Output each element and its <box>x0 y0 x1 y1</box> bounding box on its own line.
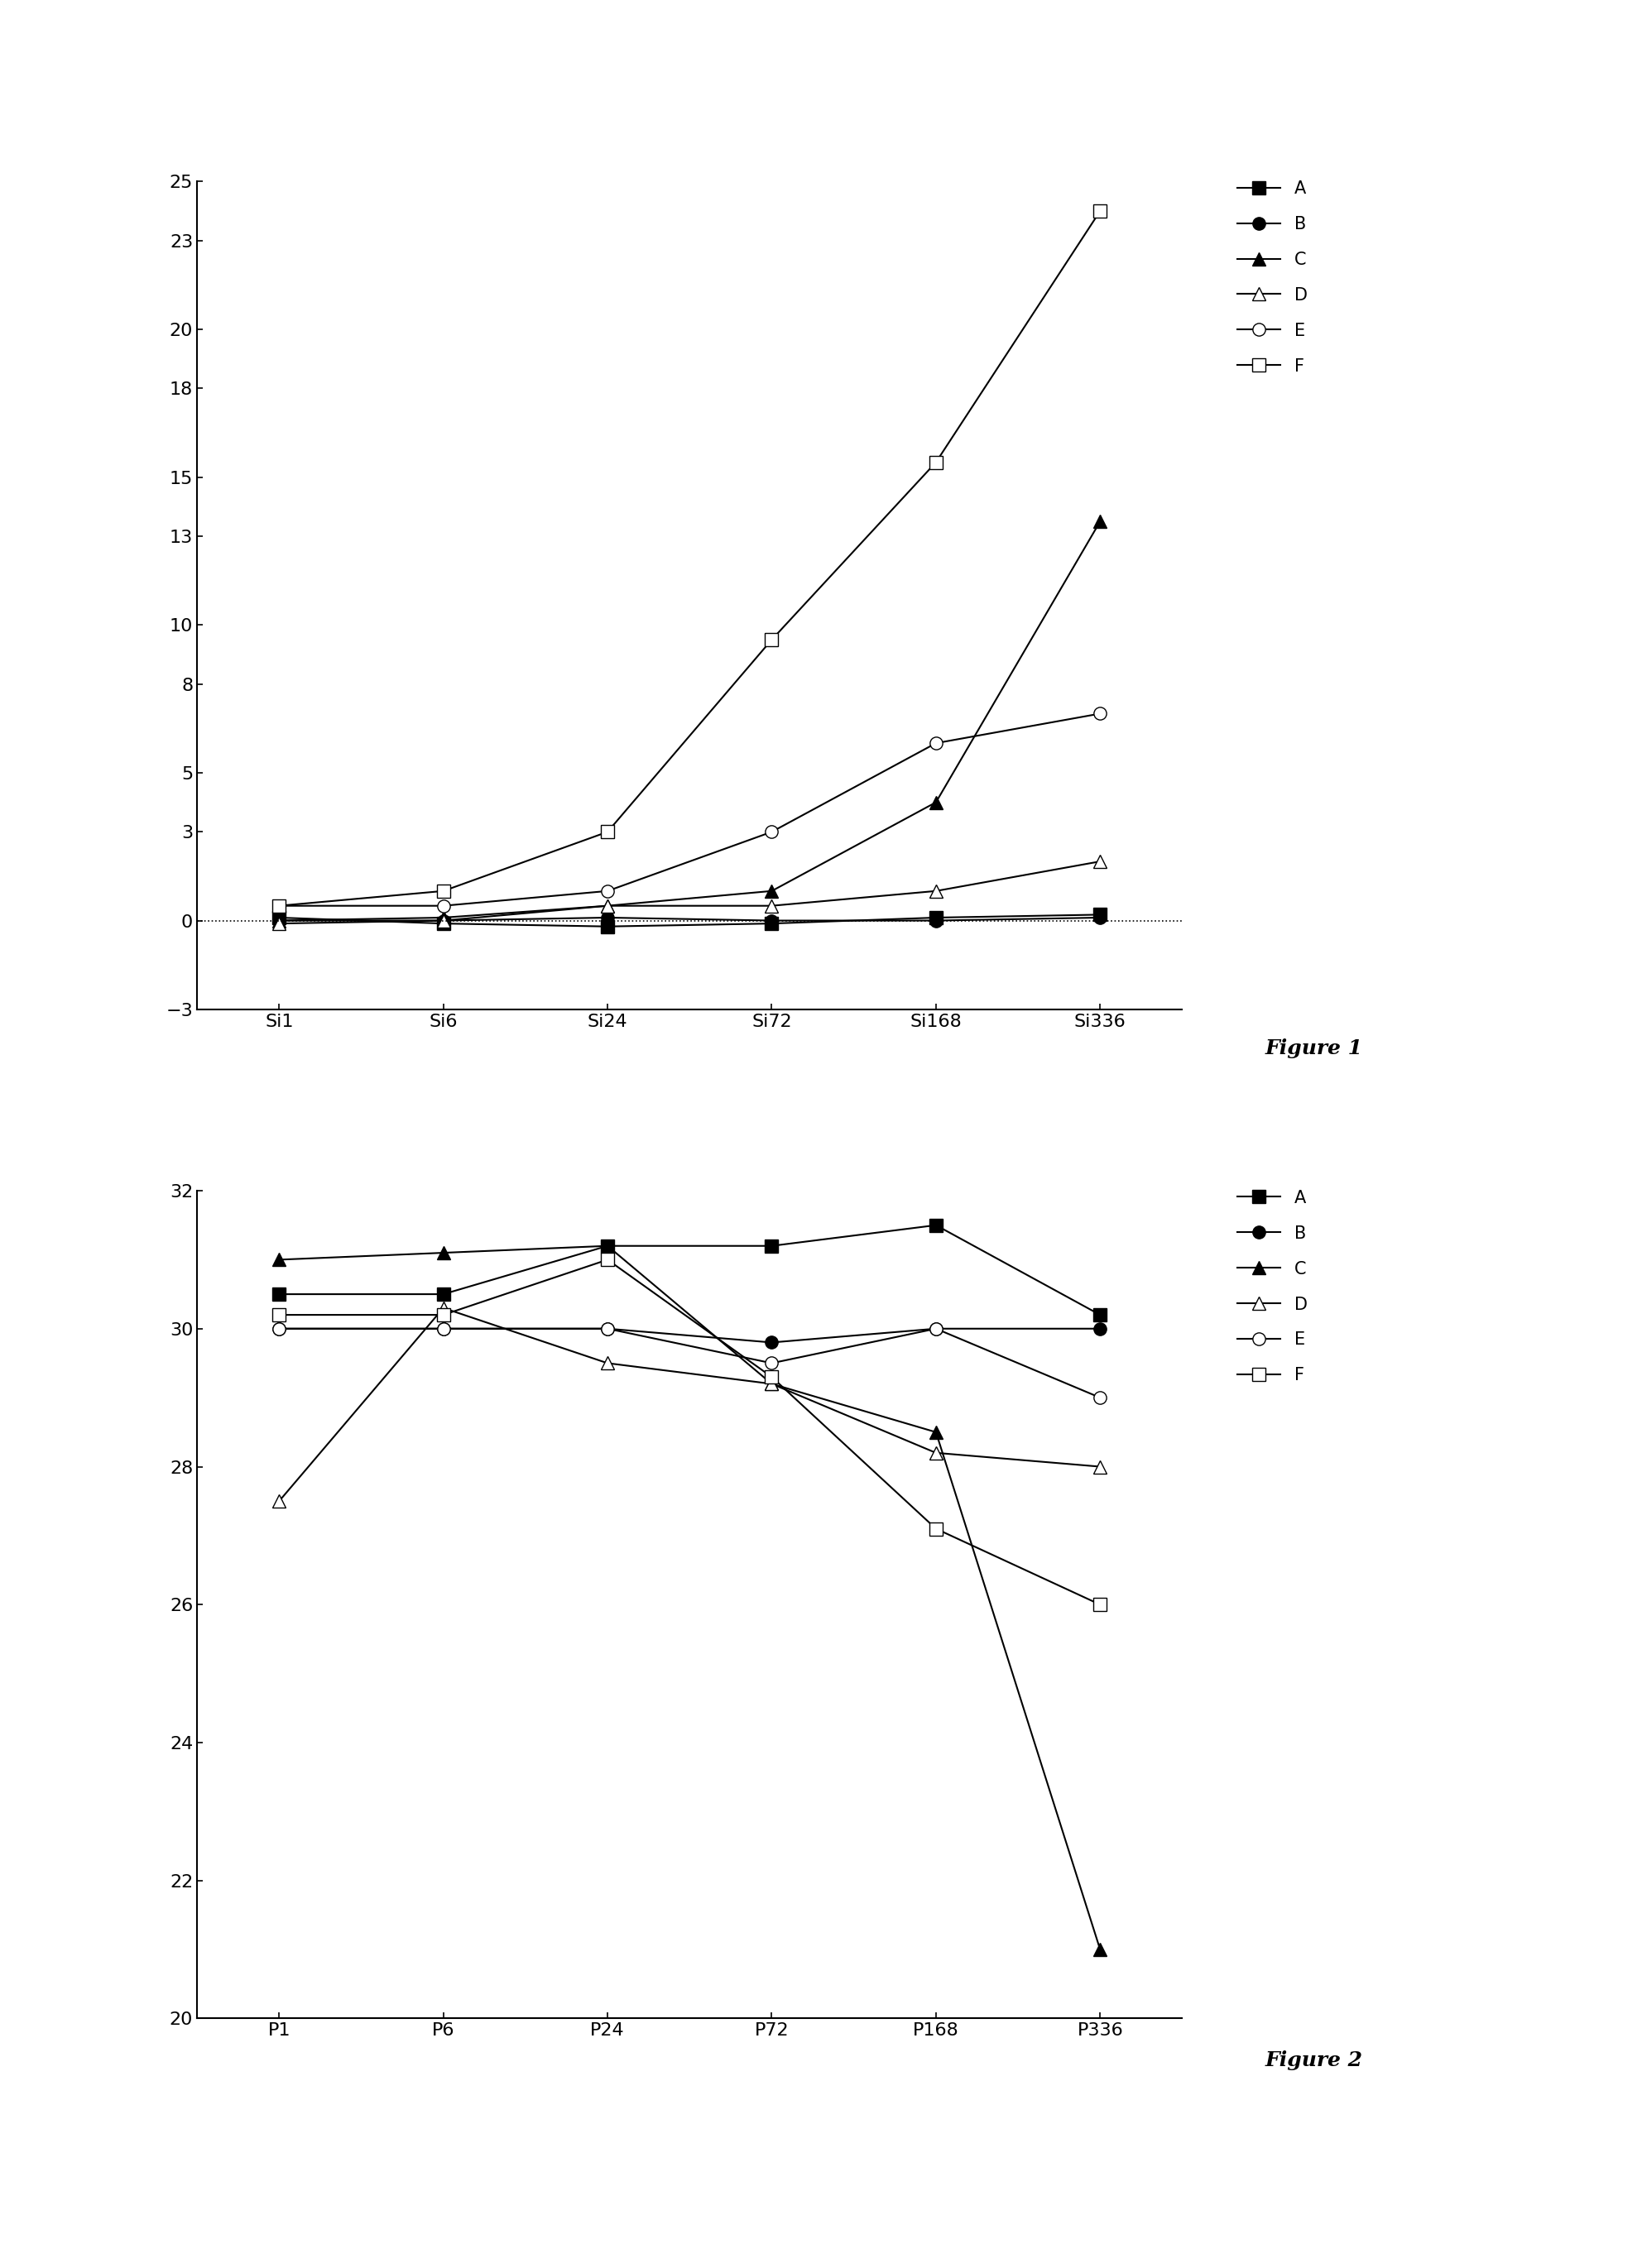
Legend: A, B, C, D, E, F: A, B, C, D, E, F <box>1230 1184 1314 1390</box>
Text: Figure 2: Figure 2 <box>1264 2050 1363 2071</box>
Legend: A, B, C, D, E, F: A, B, C, D, E, F <box>1230 175 1314 381</box>
Text: Figure 1: Figure 1 <box>1264 1039 1363 1059</box>
